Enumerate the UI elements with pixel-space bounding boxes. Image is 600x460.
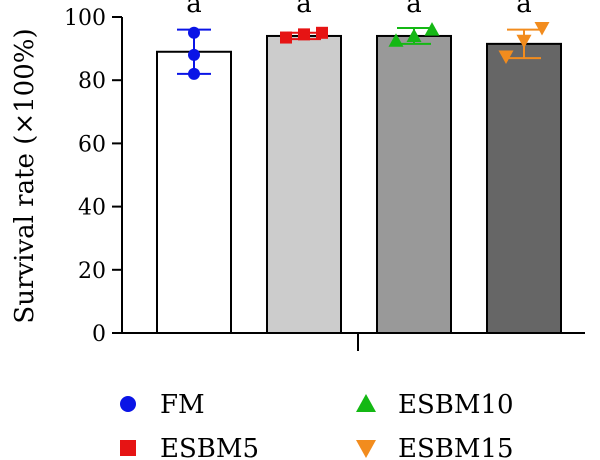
significance-label: a [406, 0, 422, 19]
legend: FM ESBM5 ESBM10 ESBM15 [120, 390, 514, 460]
legend-item-esbm5: ESBM5 [120, 434, 259, 460]
y-tick-label: 20 [78, 259, 106, 284]
data-point-fm [188, 48, 200, 61]
data-point-esbm10 [406, 28, 422, 42]
legend-marker-esbm15 [356, 440, 376, 458]
legend-marker-fm [120, 396, 136, 412]
legend-label: ESBM5 [160, 434, 259, 460]
data-point-fm [188, 26, 200, 39]
bar-esbm5 [266, 34, 342, 335]
y-tick-label: 60 [78, 132, 106, 157]
bar-fm [156, 50, 232, 334]
legend-label: ESBM10 [398, 390, 514, 420]
legend-item-esbm10: ESBM10 [356, 390, 514, 420]
bars [156, 34, 562, 335]
legend-marker-esbm10 [356, 394, 376, 412]
legend-item-fm: FM [120, 390, 205, 420]
y-tick-label: 40 [78, 196, 106, 221]
data-point-esbm5 [298, 28, 310, 41]
data-point-esbm10 [424, 22, 440, 36]
bar-esbm15 [486, 42, 562, 335]
legend-label: FM [160, 390, 205, 420]
y-axis-title: Survival rate (×100%) [10, 28, 40, 323]
y-tick-label: 80 [78, 69, 106, 94]
data-point-esbm15 [498, 50, 514, 64]
data-point-esbm5 [280, 31, 292, 44]
data-point-esbm15 [516, 34, 532, 49]
data-point-esbm10 [388, 33, 404, 47]
legend-item-esbm15: ESBM15 [356, 434, 514, 460]
data-point-esbm5 [316, 26, 328, 39]
data-point-esbm15 [534, 22, 550, 36]
legend-label: ESBM15 [398, 434, 514, 460]
bar-esbm10 [376, 34, 452, 335]
significance-label: a [516, 0, 532, 19]
data-point-fm [188, 67, 200, 80]
y-tick-label: 0 [92, 322, 106, 347]
legend-marker-esbm5 [120, 440, 136, 456]
y-tick-label: 100 [64, 6, 106, 31]
significance-label: a [186, 0, 202, 19]
significance-label: a [296, 0, 312, 19]
